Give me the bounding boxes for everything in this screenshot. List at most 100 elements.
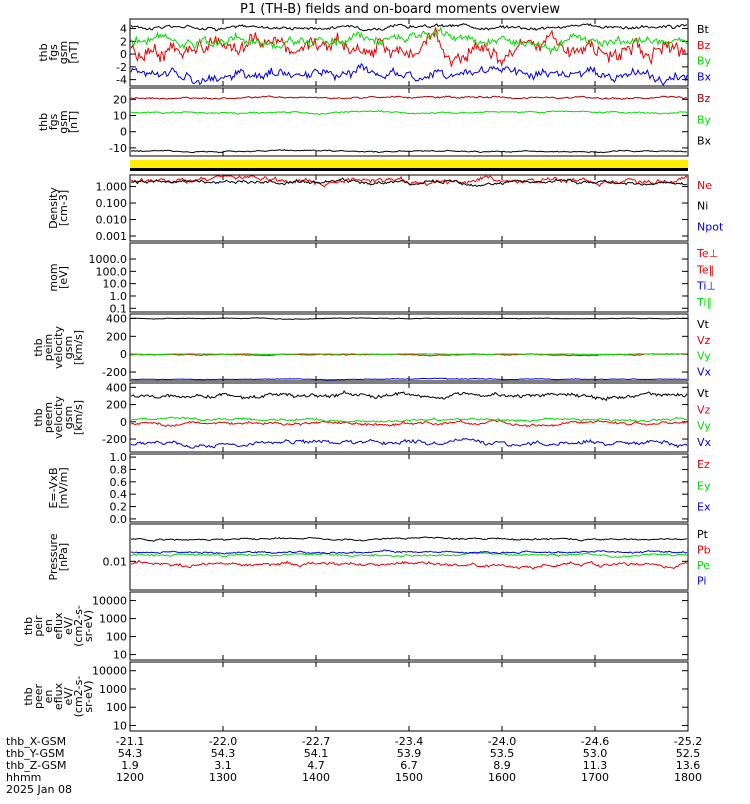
ylabel-line: Density (47, 187, 60, 229)
ephemeris-value: -21.1 (116, 735, 144, 748)
ylabel-line: (cm2-s- (72, 676, 85, 718)
ephemeris-value: 53.5 (490, 747, 515, 760)
series-Vt (130, 317, 688, 320)
ephemeris-value: -24.6 (581, 735, 609, 748)
ylabel-line: eV/ (62, 687, 75, 705)
ephemeris-value: 1700 (581, 771, 609, 784)
ephemeris-value: 1500 (395, 771, 423, 784)
legend-label: Vx (697, 436, 712, 449)
ytick-label: 10 (113, 110, 127, 123)
series-Bx (130, 149, 688, 154)
ylabel-line: sr-eV) (82, 680, 95, 712)
ephemeris-value: 1200 (116, 771, 144, 784)
ephemeris-row-label: hhmm (6, 771, 41, 784)
ylabel-line: velocity (52, 326, 65, 369)
ytick-label: 4 (120, 23, 127, 36)
ylabel-line: [nPa] (57, 543, 70, 571)
ytick-label: -2 (116, 61, 127, 74)
panel-3: 1.000 0.100 0.010 0.001 Density[cm-3] Ne Ni Npo… (47, 174, 724, 243)
ephemeris-value: -25.2 (674, 735, 702, 748)
legend-label: Vz (697, 334, 711, 347)
ytick-label: 0.0 (110, 513, 128, 526)
legend-label: Vy (697, 420, 711, 433)
ytick-label: 200 (106, 330, 127, 343)
ephemeris-value: 6.7 (400, 759, 418, 772)
legend-label: Te‖ (696, 263, 714, 276)
ephemeris-value: 13.6 (676, 759, 701, 772)
ylabel-line: thb (37, 113, 50, 131)
figure-title: P1 (TH-B) fields and on-board moments ov… (240, 2, 560, 17)
panel-frame (129, 242, 689, 313)
ephemeris-value: 52.5 (676, 747, 701, 760)
panel-frame (129, 591, 689, 661)
ylabel-line: en (42, 690, 55, 704)
legend-label: Ex (697, 501, 711, 514)
ylabel-line: [km/s] (72, 330, 85, 365)
ylabel-line: eV/ (62, 617, 75, 635)
ylabel-line: gsm (57, 110, 70, 133)
ytick-label: 400 (106, 381, 127, 394)
ephemeris-value: 1300 (209, 771, 237, 784)
legend-label: Pb (697, 544, 711, 557)
legend-label: Te⊥ (696, 247, 718, 260)
series-Pe (130, 552, 688, 559)
ytick-label: 10 (113, 720, 127, 733)
date-label: 2025 Jan 08 (6, 783, 72, 796)
ylabel-line: fgs (47, 44, 60, 61)
ylabel-line: peir (32, 615, 45, 637)
legend-label: Npot (697, 220, 724, 233)
legend-label: Bz (697, 39, 711, 52)
legend-label: Ni (697, 200, 708, 213)
ytick-label: 0.001 (96, 230, 128, 243)
ytick-label: 0.01 (103, 555, 128, 568)
ephemeris-value: 54.3 (211, 747, 236, 760)
panel-9: 10000 1000 100 10 thbpeirenefluxeV/(cm2-s-sr… (22, 591, 689, 662)
ytick-label: 0 (120, 348, 127, 361)
ytick-label: 0.6 (110, 476, 128, 489)
ylabel-line: gsm (57, 41, 70, 64)
ytick-label: 1.000 (96, 181, 128, 194)
legend-label: Vt (697, 387, 710, 400)
ytick-label: 0.4 (110, 488, 128, 501)
ylabel-line: eflux (52, 612, 65, 640)
series-Vy (130, 353, 687, 356)
ytick-label: 2 (120, 35, 127, 48)
legend-label: By (697, 55, 712, 68)
ephemeris-value: 53.0 (583, 747, 608, 760)
ephemeris-value: -23.4 (395, 735, 423, 748)
legend-label: Vt (697, 318, 710, 331)
legend-label: Ne (697, 179, 712, 192)
panel-frame (129, 453, 689, 523)
ylabel-line: gsm (62, 336, 75, 359)
ytick-label: -200 (102, 366, 127, 379)
legend-label: Bt (697, 23, 710, 36)
ylabel-line: E=-VxB (47, 467, 60, 508)
ytick-label: 0.010 (96, 214, 128, 227)
ephemeris-value: 11.3 (583, 759, 608, 772)
ytick-label: 0 (120, 126, 127, 139)
legend-label: Pe (697, 559, 710, 572)
ylabel-line: thb (22, 617, 35, 635)
series-Vx (130, 437, 688, 449)
series-Vx (130, 377, 688, 381)
quality-flag-bar (130, 160, 688, 168)
ytick-label: 10000 (92, 595, 127, 608)
ylabel-line: velocity (52, 396, 65, 439)
ytick-label: 1000.0 (89, 253, 128, 266)
ytick-label: 1000 (99, 683, 127, 696)
ylabel-line: thb (22, 687, 35, 705)
ylabel-line: [cm-3] (57, 190, 70, 226)
legend-label: Vy (697, 350, 711, 363)
panel-frame (129, 174, 689, 242)
legend-label: Ey (697, 479, 711, 492)
ephemeris-value: 53.9 (397, 747, 422, 760)
ylabel-line: sr-eV) (82, 610, 95, 642)
panel-frame (129, 661, 689, 732)
ytick-label: 0.1 (110, 302, 128, 315)
series-Pt (131, 536, 688, 542)
ylabel-line: (cm2-s- (72, 605, 85, 647)
ephemeris-value: -22.0 (209, 735, 237, 748)
